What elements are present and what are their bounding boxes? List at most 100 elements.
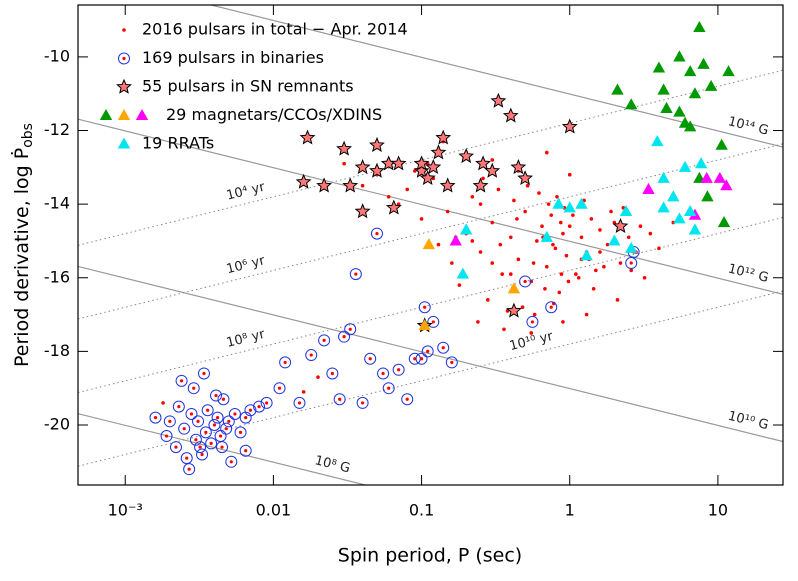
ring	[333, 393, 346, 406]
ring-dot	[153, 416, 158, 420]
star	[385, 199, 402, 215]
pulsar-dot	[508, 272, 513, 276]
ring	[222, 415, 235, 428]
pulsar-dot	[525, 183, 530, 188]
snr-pulsar	[510, 158, 527, 175]
pulsar-dot	[576, 275, 581, 280]
ring	[382, 382, 395, 395]
ring-dot	[196, 419, 200, 423]
triangle	[651, 135, 664, 147]
binary-pulsar	[260, 396, 273, 409]
ring-dot	[375, 231, 379, 236]
pulsar-dot	[544, 264, 549, 269]
pulsar-dot	[557, 290, 562, 295]
ring	[234, 426, 247, 439]
pulsar-dot	[496, 187, 501, 192]
binary-pulsar	[222, 415, 235, 428]
pulsar-dot	[540, 224, 544, 229]
ring	[192, 415, 205, 428]
pulsar-dot	[490, 261, 495, 265]
pulsar-dot	[612, 220, 617, 225]
binary-pulsar	[364, 352, 377, 365]
pulsar-dot	[567, 224, 572, 229]
pulsar-dot	[671, 220, 676, 225]
snr-pulsar	[316, 177, 333, 193]
pulsar-dot	[301, 390, 306, 394]
age-line-label: 10⁴ yr	[225, 180, 267, 204]
binary-pulsar	[273, 382, 286, 395]
snr-pulsar	[354, 158, 371, 175]
ring	[545, 301, 558, 314]
pulsar-dot	[478, 202, 483, 206]
ring	[187, 382, 200, 395]
binary-pulsar	[408, 352, 421, 365]
legend-label: 55 pulsars in SN remnants	[142, 77, 354, 96]
snr-pulsar	[425, 159, 442, 175]
star	[354, 158, 371, 175]
binary-pulsar	[225, 455, 238, 468]
pulsar-dot	[553, 246, 558, 251]
snr-pulsar	[561, 118, 578, 134]
ring	[208, 419, 221, 431]
ring-dot	[244, 449, 248, 453]
binary-pulsar	[160, 430, 173, 443]
ring	[194, 441, 207, 454]
triangle	[715, 138, 728, 150]
ring-dot	[368, 357, 372, 361]
triangle	[608, 234, 621, 246]
snr-pulsar	[439, 177, 456, 193]
pulsar-dot	[618, 261, 623, 265]
star	[295, 173, 312, 189]
triangle	[563, 201, 576, 213]
x-tick-label: 10⁻³	[108, 501, 143, 520]
ring-dot	[215, 416, 220, 420]
ring-dot	[257, 404, 261, 409]
field-line	[78, 413, 368, 485]
plot-frame	[77, 4, 784, 486]
binary-pulsar	[421, 345, 434, 358]
legend-label: 19 RRATs	[142, 134, 214, 153]
pulsar-dot	[478, 250, 483, 254]
ring	[279, 356, 292, 369]
pulsar-dot	[529, 331, 534, 335]
ring-dot	[405, 397, 409, 401]
binary-pulsar	[210, 389, 223, 402]
pulsar-dot	[502, 327, 506, 332]
ring	[356, 396, 369, 409]
ring-dot	[198, 445, 202, 449]
triangle	[660, 101, 673, 113]
pulsar-dot	[551, 242, 555, 247]
snr-pulsar	[612, 217, 629, 233]
binary-pulsar	[445, 356, 458, 369]
pulsar-dot	[537, 191, 541, 195]
pulsar-dot	[555, 194, 559, 199]
binary-pulsar	[201, 404, 214, 417]
triangle	[459, 223, 473, 235]
ring-dot	[185, 456, 189, 460]
binary-pulsar	[625, 257, 638, 270]
ring-dot	[431, 320, 435, 324]
ring-dot	[177, 404, 181, 409]
snr-pulsar	[369, 136, 385, 152]
ring	[244, 404, 257, 417]
ring	[118, 52, 130, 65]
x-axis-label: Spin period, P (sec)	[338, 545, 522, 567]
pulsar-dot	[161, 401, 165, 405]
pulsar-dot	[629, 268, 634, 273]
pulsar-dot	[574, 272, 578, 276]
binary-pulsar	[349, 268, 362, 281]
ring-dot	[209, 441, 213, 446]
pulsar-dot	[360, 183, 365, 188]
ring-dot	[164, 434, 169, 438]
ring-dot	[221, 397, 226, 401]
snr-pulsar	[517, 170, 534, 186]
snr-pulsar	[385, 199, 402, 215]
pulsar-dot	[561, 231, 565, 236]
triangle	[652, 61, 666, 73]
snr-pulsar	[336, 140, 353, 156]
binary-pulsar	[175, 374, 188, 387]
star	[413, 155, 430, 171]
triangle	[694, 157, 708, 169]
binary-pulsar	[377, 367, 390, 380]
pulsar-dot	[626, 235, 631, 240]
